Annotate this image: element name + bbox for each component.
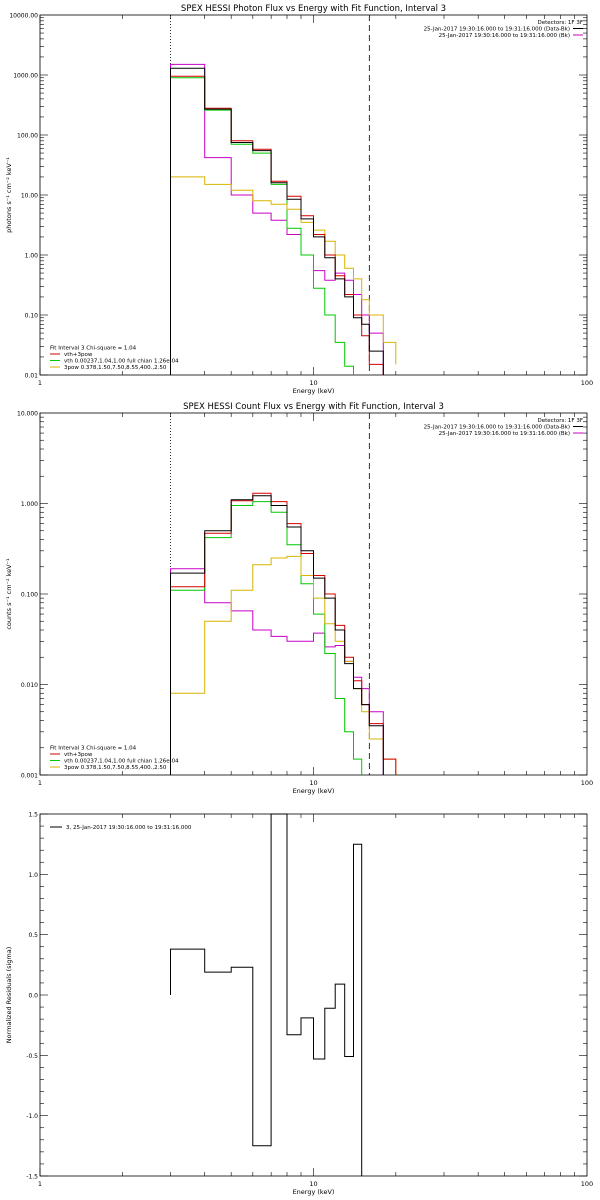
x-tick-label: 10 [309,779,317,787]
chart-title: SPEX HESSI Count Flux vs Energy with Fit… [183,402,444,412]
y-tick-label: 0.001 [21,773,38,780]
y-tick-label: 100.00 [17,133,38,140]
x-axis-ticks: 1 10 100 [38,413,593,787]
x-tick-label: 1 [38,1180,42,1188]
x-axis-label: Energy (keV) [293,387,335,395]
legend-entry: vth 0.00237,1.04,1.00 full chian 1.26e-0… [64,359,179,365]
y-axis-label: counts s⁻¹ cm⁻² keV⁻¹ [5,558,13,630]
chart-2: SPEX HESSI Count Flux vs Energy with Fit… [5,402,593,795]
legend-header: Fit Interval 3 Chi-square = 1.04 [50,746,137,752]
y-tick-label: 1.00 [25,253,39,260]
series-data [170,495,384,775]
plot-frame [39,14,588,376]
y-axis-ticks: -1.5 -1.0 -0.5 0.0 0.5 1.0 1.5 [26,812,587,1181]
y-tick-label: 10000.00 [9,13,38,20]
y-tick-label: 10.00 [21,193,38,200]
series-pow [170,176,397,375]
x-tick-label: 1 [38,779,42,787]
y-tick-label: 1.000 [21,501,38,508]
y-tick-label: 0.100 [21,592,38,599]
legend-header: Detectors: 1F 3F [537,20,583,26]
legend-entry: 3, 25-Jan-2017 19:30:16.000 to 19:31:16.… [66,825,192,831]
x-tick-label: 1 [38,379,42,387]
y-tick-label: -0.5 [26,1053,38,1060]
x-axis-ticks: 1 10 100 [38,814,593,1188]
legend-bottom-left: Fit Interval 3 Chi-square = 1.04vth+3pow… [50,746,179,771]
legend-entry: 25-Jan-2017 19:30:16.000 to 19:31:16.000… [439,431,570,437]
x-axis-label: Energy (keV) [293,787,335,795]
y-tick-label: 0.10 [25,313,39,320]
y-axis-ticks: 0.01 0.10 1.00 10.00 100.00 1000.00 10000.00 [9,13,587,380]
x-axis-ticks: 1 10 100 [38,15,593,387]
chart-title: SPEX HESSI Photon Flux vs Energy with Fi… [181,4,446,14]
legend-header: Detectors: 1F 3F [537,418,583,424]
y-axis-label: photons s⁻¹ cm⁻² keV⁻¹ [5,157,13,233]
x-tick-label: 10 [309,1180,317,1188]
legend-entry: vth 0.00237,1.04,1.00 full chian 1.26e-0… [64,759,179,765]
plot-frame [39,813,588,1177]
legend-entry: vth+3pow [64,352,93,358]
y-tick-label: -1.0 [26,1113,38,1120]
y-tick-label: -1.5 [26,1174,38,1181]
series-pow [170,555,397,775]
y-tick-label: 0.01 [25,373,39,380]
y-tick-label: 10.000 [17,411,38,418]
y-tick-label: 0.5 [28,932,38,939]
series-residuals [170,813,363,1176]
x-tick-label: 10 [309,379,317,387]
series-data [170,67,384,375]
y-axis-label: Normalized Residuals (sigma) [5,947,13,1044]
y-tick-label: 0.010 [21,682,38,689]
y-tick-label: 0.0 [28,993,38,1000]
legend-top-left: 3, 25-Jan-2017 19:30:16.000 to 19:31:16.… [50,825,192,831]
y-tick-label: 1.0 [28,872,38,879]
x-tick-label: 100 [581,379,593,387]
legend-entry: vth+3pow [64,752,93,758]
legend-entry: 3pow 0.378,1.50,7.50,8.55,400.,2.50 [64,365,167,371]
x-tick-label: 100 [581,1180,593,1188]
x-tick-label: 100 [581,779,593,787]
series-total [170,75,384,375]
legend-entry: 25-Jan-2017 19:30:16.000 to 19:31:16.000… [439,33,570,39]
y-tick-label: 1.5 [28,812,38,819]
legend-entry: 25-Jan-2017 19:30:16.000 to 19:31:16.000… [424,27,570,33]
legend-entry: 3pow 0.378,1.50,7.50,8.55,400.,2.50 [64,765,167,771]
series-bk [170,63,384,375]
y-axis-ticks: 0.001 0.010 0.100 1.000 10.000 [17,411,587,780]
series-vth [170,501,363,775]
series-bk [170,568,384,775]
legend-bottom-left: Fit Interval 3 Chi-square = 1.04vth+3pow… [50,346,179,371]
y-tick-label: 1000.00 [13,73,38,80]
x-axis-label: Energy (keV) [293,1188,335,1196]
legend-header: Fit Interval 3 Chi-square = 1.04 [50,346,137,352]
legend-entry: 25-Jan-2017 19:30:16.000 to 19:31:16.000… [424,425,570,431]
chart-1: SPEX HESSI Photon Flux vs Energy with Fi… [5,4,593,395]
series-vth [170,77,354,375]
